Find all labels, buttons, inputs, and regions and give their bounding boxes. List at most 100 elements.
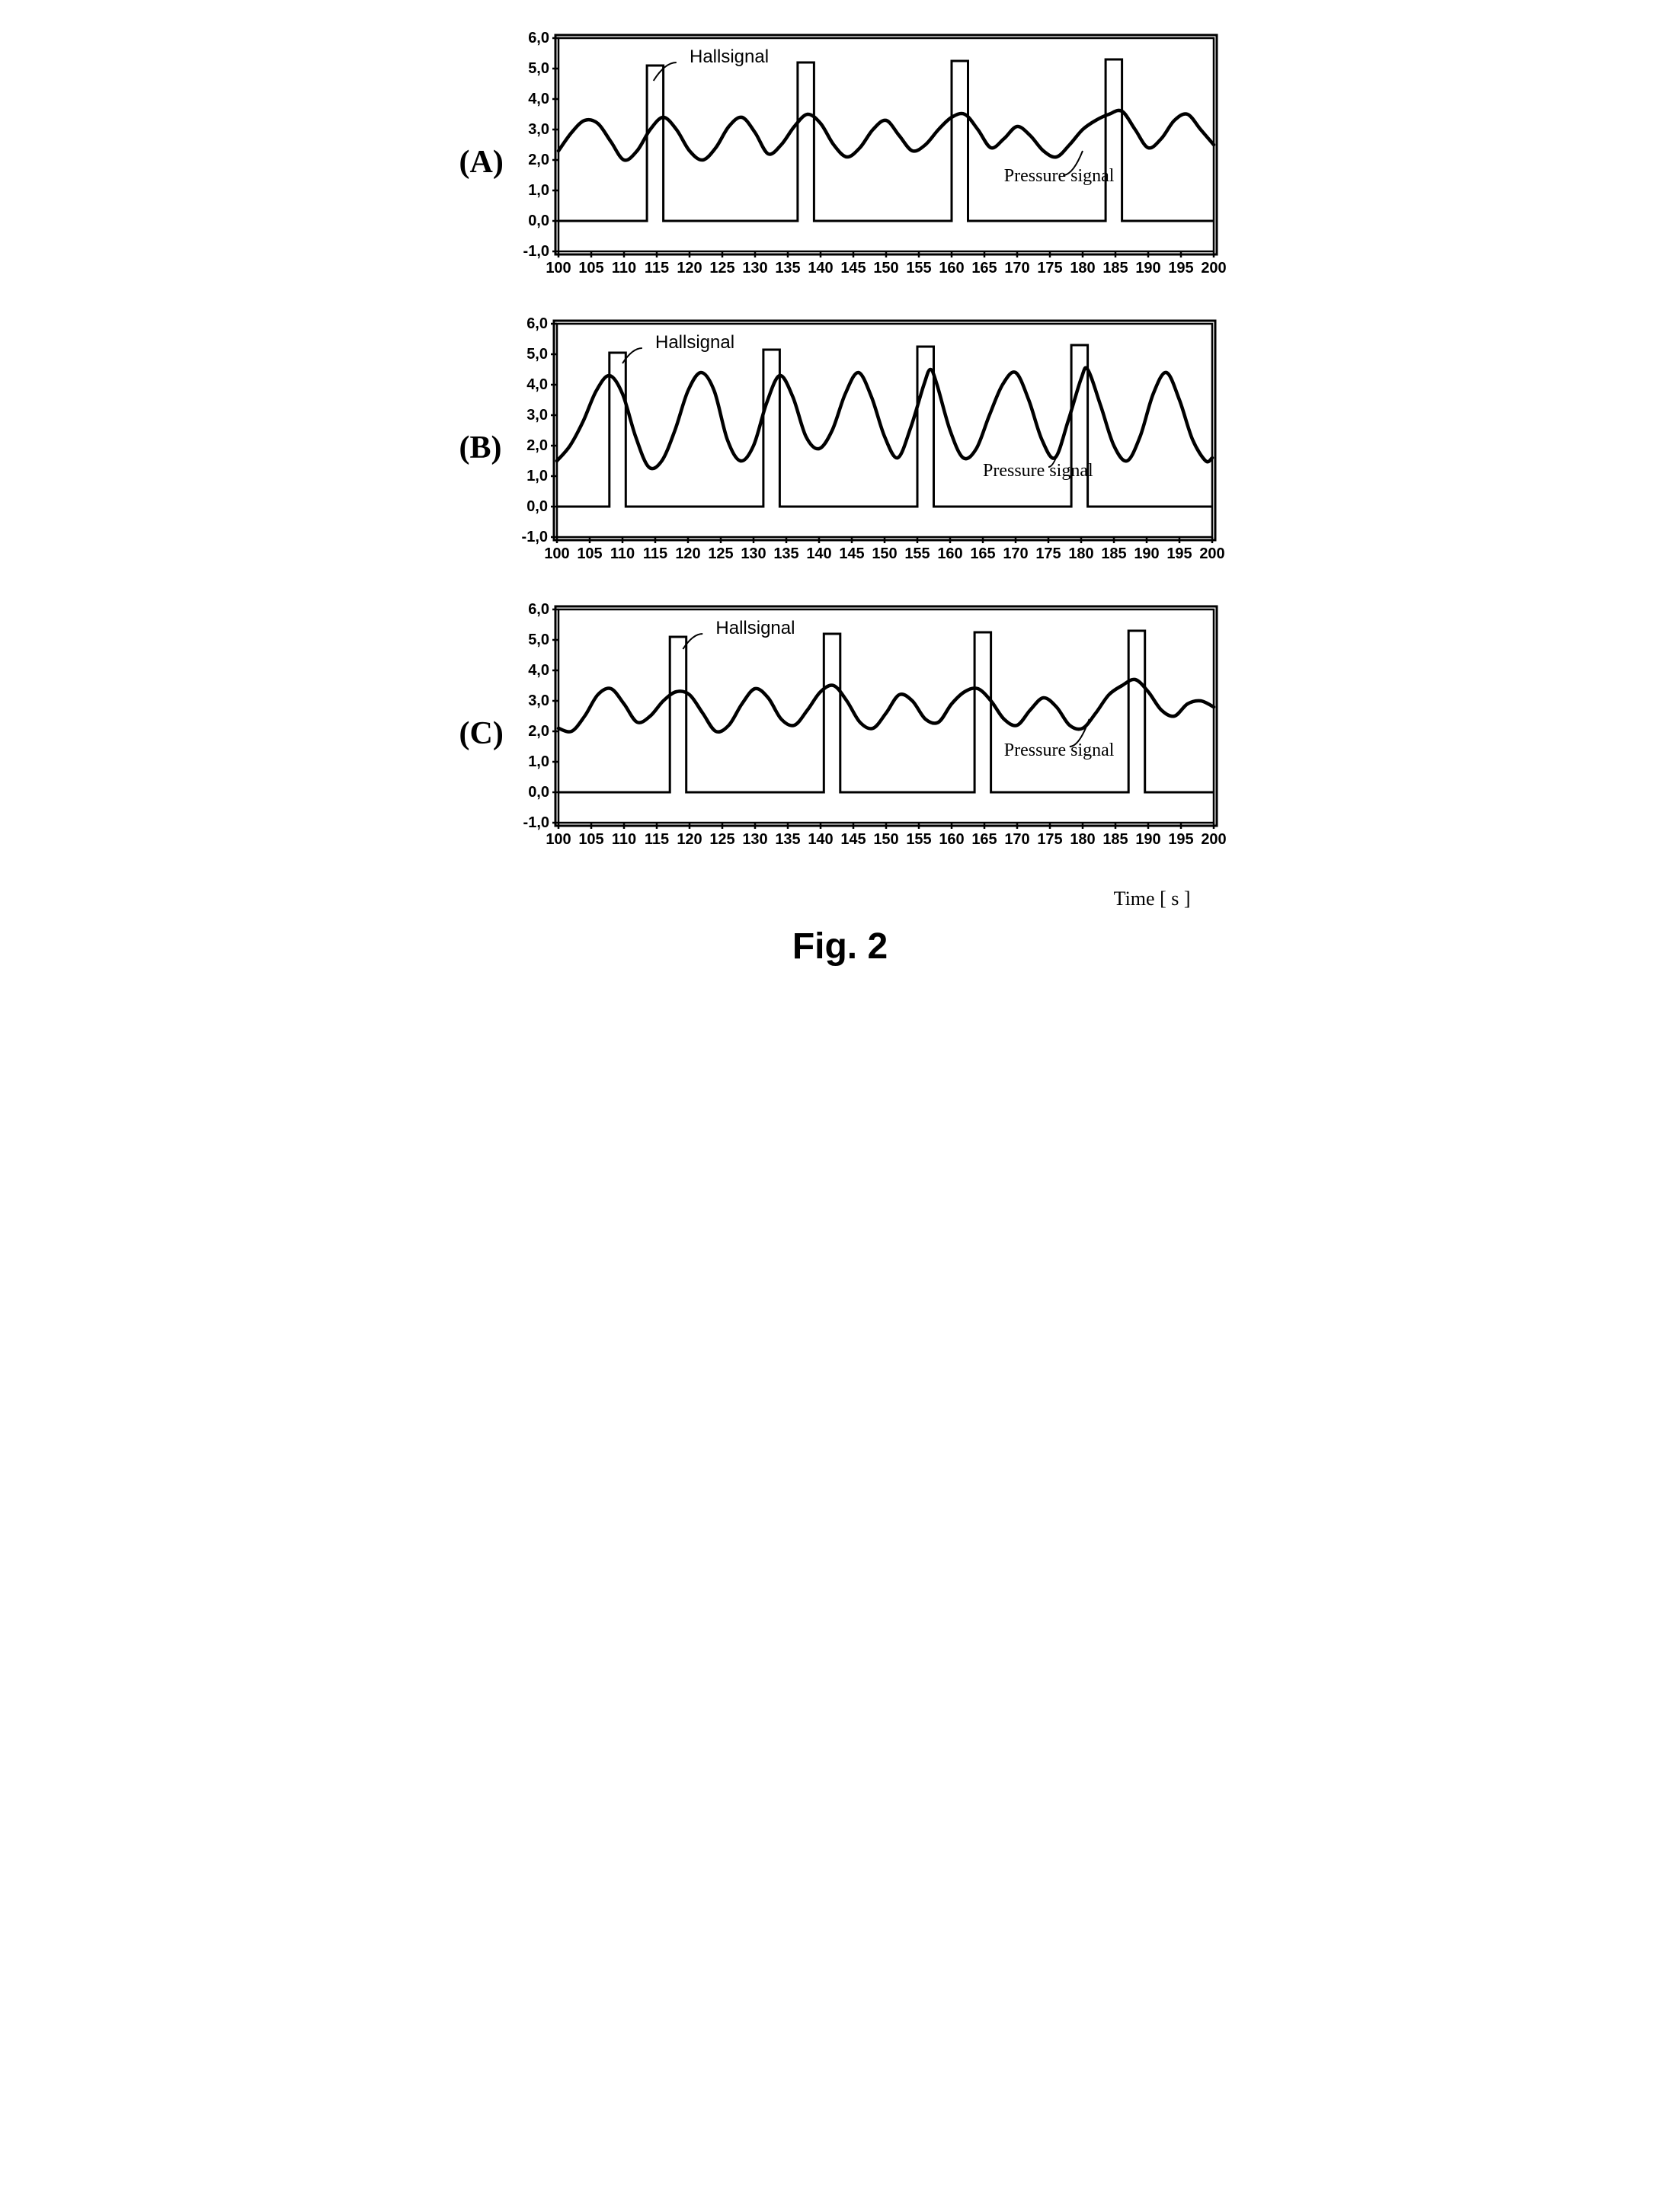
panel-row-c: (C) -1,0 0,0 1,0 2,0 3,0 4,0 5,0 6,0 100 105 110 115… (459, 602, 1221, 865)
x-tick-label: 125 (709, 260, 734, 277)
x-tick-label: 140 (806, 545, 831, 562)
x-tick-label: 140 (808, 260, 833, 277)
x-tick-label: 195 (1166, 545, 1192, 562)
x-tick-label: 150 (873, 260, 898, 277)
x-tick-label: 155 (906, 831, 931, 848)
x-tick-label: 170 (1004, 260, 1029, 277)
y-tick-label: -1,0 (523, 243, 549, 260)
x-tick-label: 180 (1070, 831, 1095, 848)
x-tick-label: 175 (1037, 831, 1062, 848)
x-tick-label: 145 (840, 260, 866, 277)
x-tick-label: 190 (1134, 545, 1159, 562)
panel-row-b: (B)-1,00,01,02,03,04,05,06,0100105110115… (459, 316, 1221, 579)
y-tick-label: 6,0 (528, 602, 549, 618)
x-tick-label: 165 (971, 831, 997, 848)
panel-label-a: (A) (459, 144, 504, 181)
x-tick-label: 155 (904, 545, 930, 562)
y-tick-label: 3,0 (526, 407, 548, 424)
x-tick-label: 120 (677, 260, 702, 277)
x-tick-label: 105 (578, 260, 603, 277)
x-tick-label: 190 (1135, 260, 1160, 277)
chart-svg: -1,0 0,0 1,0 2,0 3,0 4,0 5,0 6,0 100 105 110 115 120… (513, 602, 1229, 861)
y-tick-label: -1,0 (521, 529, 547, 545)
x-tick-label: 120 (675, 545, 700, 562)
x-axis-label: Time [ s ] (459, 887, 1221, 910)
y-tick-label: 5,0 (526, 346, 548, 363)
chart-a: -1,0 0,0 1,0 2,0 3,0 4,0 5,0 6,0 100 105 110 115 120… (513, 30, 1229, 293)
x-tick-label: 180 (1068, 545, 1093, 562)
x-tick-label: 150 (872, 545, 897, 562)
x-tick-label: 145 (839, 545, 864, 562)
x-tick-label: 135 (775, 831, 800, 848)
hall-signal-label: Hallsignal (655, 332, 734, 353)
y-tick-label: 5,0 (528, 60, 549, 77)
x-tick-label: 110 (610, 545, 634, 562)
x-tick-label: 195 (1168, 260, 1193, 277)
x-tick-label: 190 (1135, 831, 1160, 848)
y-tick-label: 3,0 (528, 121, 549, 138)
x-tick-label: 100 (544, 545, 569, 562)
y-tick-label: 0,0 (526, 498, 548, 515)
y-tick-label: 0,0 (528, 213, 549, 229)
x-tick-label: 115 (642, 545, 667, 562)
x-tick-label: 105 (578, 831, 603, 848)
chart-svg: -1,0 0,0 1,0 2,0 3,0 4,0 5,0 6,0 100 105 110 115 120… (513, 30, 1229, 289)
x-tick-label: 160 (939, 260, 964, 277)
x-tick-label: 115 (645, 831, 669, 848)
plot-frame (558, 38, 1214, 251)
x-tick-label: 125 (709, 831, 734, 848)
figure-caption: Fig. 2 (459, 926, 1221, 967)
y-tick-label: 6,0 (526, 316, 548, 332)
x-tick-label: 175 (1035, 545, 1061, 562)
x-tick-label: 185 (1102, 260, 1128, 277)
pressure-signal-label: Pressure signal (1004, 166, 1115, 186)
x-tick-label: 130 (742, 260, 767, 277)
x-tick-label: 165 (971, 260, 997, 277)
chart-svg: -1,00,01,02,03,04,05,06,0100105110115120… (511, 316, 1227, 575)
chart-b: -1,00,01,02,03,04,05,06,0100105110115120… (511, 316, 1227, 579)
x-tick-label: 170 (1004, 831, 1029, 848)
x-tick-label: 105 (577, 545, 602, 562)
x-tick-label: 135 (775, 260, 800, 277)
x-tick-label: 110 (612, 831, 636, 848)
figure-2: (A) -1,0 0,0 1,0 2,0 3,0 4,0 5,0 6,0 100 105 110 115… (459, 30, 1221, 967)
x-tick-label: 200 (1199, 545, 1224, 562)
y-tick-label: -1,0 (523, 814, 549, 831)
x-tick-label: 180 (1070, 260, 1095, 277)
hall-signal-label: Hallsignal (715, 618, 795, 638)
y-tick-label: 1,0 (526, 468, 548, 484)
panel-label-b: (B) (459, 430, 502, 466)
y-tick-label: 2,0 (528, 723, 549, 740)
x-tick-label: 120 (677, 831, 702, 848)
x-tick-label: 110 (612, 260, 636, 277)
x-tick-label: 100 (546, 831, 571, 848)
x-tick-label: 195 (1168, 831, 1193, 848)
plot-frame (557, 324, 1212, 537)
chart-c: -1,0 0,0 1,0 2,0 3,0 4,0 5,0 6,0 100 105 110 115 120… (513, 602, 1229, 865)
x-tick-label: 100 (546, 260, 571, 277)
y-tick-label: 1,0 (528, 182, 549, 199)
x-tick-label: 130 (741, 545, 766, 562)
y-tick-label: 5,0 (528, 632, 549, 648)
y-tick-label: 4,0 (528, 91, 549, 107)
x-tick-label: 145 (840, 831, 866, 848)
y-tick-label: 4,0 (528, 662, 549, 679)
x-tick-label: 150 (873, 831, 898, 848)
y-tick-label: 0,0 (528, 784, 549, 801)
y-tick-label: 6,0 (528, 30, 549, 46)
x-tick-label: 160 (939, 831, 964, 848)
y-tick-label: 2,0 (528, 152, 549, 168)
x-tick-label: 125 (708, 545, 733, 562)
panel-label-c: (C) (459, 715, 504, 752)
y-tick-label: 3,0 (528, 692, 549, 709)
x-tick-label: 185 (1102, 831, 1128, 848)
x-tick-label: 115 (645, 260, 669, 277)
x-tick-label: 140 (808, 831, 833, 848)
x-tick-label: 135 (773, 545, 798, 562)
panel-row-a: (A) -1,0 0,0 1,0 2,0 3,0 4,0 5,0 6,0 100 105 110 115… (459, 30, 1221, 293)
y-tick-label: 2,0 (526, 437, 548, 454)
x-tick-label: 170 (1003, 545, 1028, 562)
x-tick-label: 200 (1201, 831, 1226, 848)
x-tick-label: 185 (1101, 545, 1126, 562)
y-tick-label: 1,0 (528, 753, 549, 770)
